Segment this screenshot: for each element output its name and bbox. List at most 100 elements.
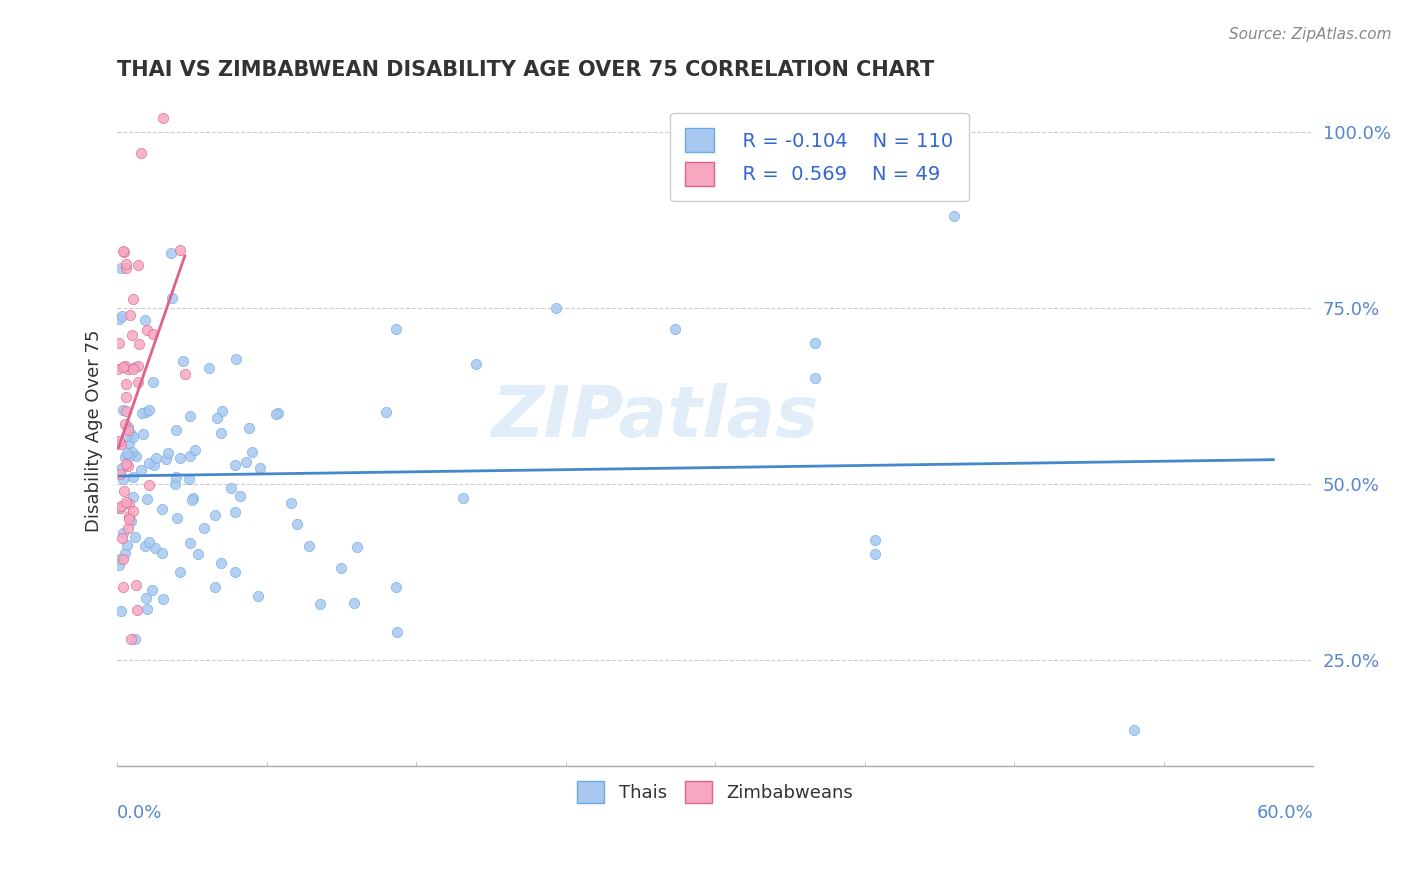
Point — [138, 403, 160, 417]
Point — [166, 510, 188, 524]
Point — [138, 478, 160, 492]
Point — [121, 362, 143, 376]
Point — [120, 426, 142, 441]
Point — [122, 490, 145, 504]
Point — [115, 494, 138, 508]
Point — [108, 551, 131, 566]
Point — [346, 540, 368, 554]
Point — [224, 505, 246, 519]
Point — [211, 556, 233, 570]
Point — [110, 467, 132, 481]
Point — [225, 352, 247, 367]
Point — [111, 310, 134, 324]
Point — [115, 428, 138, 442]
Point — [135, 405, 157, 419]
Point — [150, 546, 173, 560]
Point — [117, 446, 139, 460]
Point — [385, 322, 408, 336]
Point — [108, 558, 131, 573]
Point — [110, 436, 132, 450]
Point — [112, 552, 135, 566]
Point — [224, 458, 246, 472]
Text: Source: ZipAtlas.com: Source: ZipAtlas.com — [1229, 27, 1392, 42]
Point — [160, 246, 183, 260]
Point — [127, 603, 149, 617]
Point — [121, 327, 143, 342]
Point — [112, 244, 135, 259]
Point — [118, 308, 141, 322]
Point — [131, 405, 153, 419]
Point — [544, 301, 567, 315]
Point — [187, 547, 209, 561]
Point — [246, 590, 269, 604]
Point — [664, 322, 686, 336]
Point — [115, 458, 138, 472]
Point — [118, 509, 141, 524]
Point — [375, 405, 398, 419]
Point — [173, 368, 195, 382]
Point — [112, 245, 135, 260]
Point — [163, 477, 186, 491]
Point — [129, 145, 152, 160]
Point — [112, 483, 135, 498]
Point — [136, 323, 159, 337]
Point — [115, 538, 138, 552]
Point — [107, 362, 129, 376]
Point — [451, 491, 474, 505]
Point — [1122, 723, 1144, 738]
Y-axis label: Disability Age Over 75: Disability Age Over 75 — [86, 330, 103, 533]
Point — [112, 402, 135, 417]
Point — [142, 375, 165, 389]
Point — [117, 420, 139, 434]
Point — [238, 421, 260, 435]
Point — [172, 354, 194, 368]
Point — [179, 409, 201, 423]
Point — [465, 357, 488, 371]
Point — [224, 565, 246, 579]
Point — [160, 291, 183, 305]
Point — [117, 521, 139, 535]
Point — [179, 536, 201, 550]
Point — [943, 209, 966, 223]
Point — [181, 491, 204, 505]
Point — [120, 514, 142, 528]
Point — [155, 452, 177, 467]
Point — [114, 359, 136, 373]
Point — [169, 565, 191, 579]
Point — [135, 492, 157, 507]
Point — [863, 547, 886, 561]
Point — [165, 469, 187, 483]
Point — [205, 410, 228, 425]
Point — [124, 360, 146, 375]
Point — [122, 293, 145, 307]
Point — [124, 632, 146, 646]
Point — [134, 539, 156, 553]
Point — [110, 500, 132, 514]
Point — [117, 423, 139, 437]
Point — [169, 450, 191, 465]
Point — [385, 625, 408, 640]
Point — [114, 404, 136, 418]
Point — [209, 425, 232, 440]
Point — [111, 460, 134, 475]
Point — [179, 450, 201, 464]
Point — [110, 261, 132, 276]
Point — [266, 406, 288, 420]
Point — [142, 326, 165, 341]
Legend: Thais, Zimbabweans: Thais, Zimbabweans — [569, 773, 860, 810]
Point — [343, 595, 366, 609]
Point — [115, 260, 138, 275]
Point — [863, 533, 886, 548]
Point — [329, 561, 352, 575]
Point — [169, 243, 191, 257]
Point — [114, 450, 136, 464]
Point — [115, 257, 138, 271]
Point — [138, 535, 160, 549]
Point — [127, 258, 149, 272]
Point — [219, 481, 242, 495]
Point — [280, 496, 302, 510]
Point — [229, 490, 252, 504]
Point — [180, 493, 202, 508]
Point — [111, 472, 134, 486]
Point — [384, 580, 406, 594]
